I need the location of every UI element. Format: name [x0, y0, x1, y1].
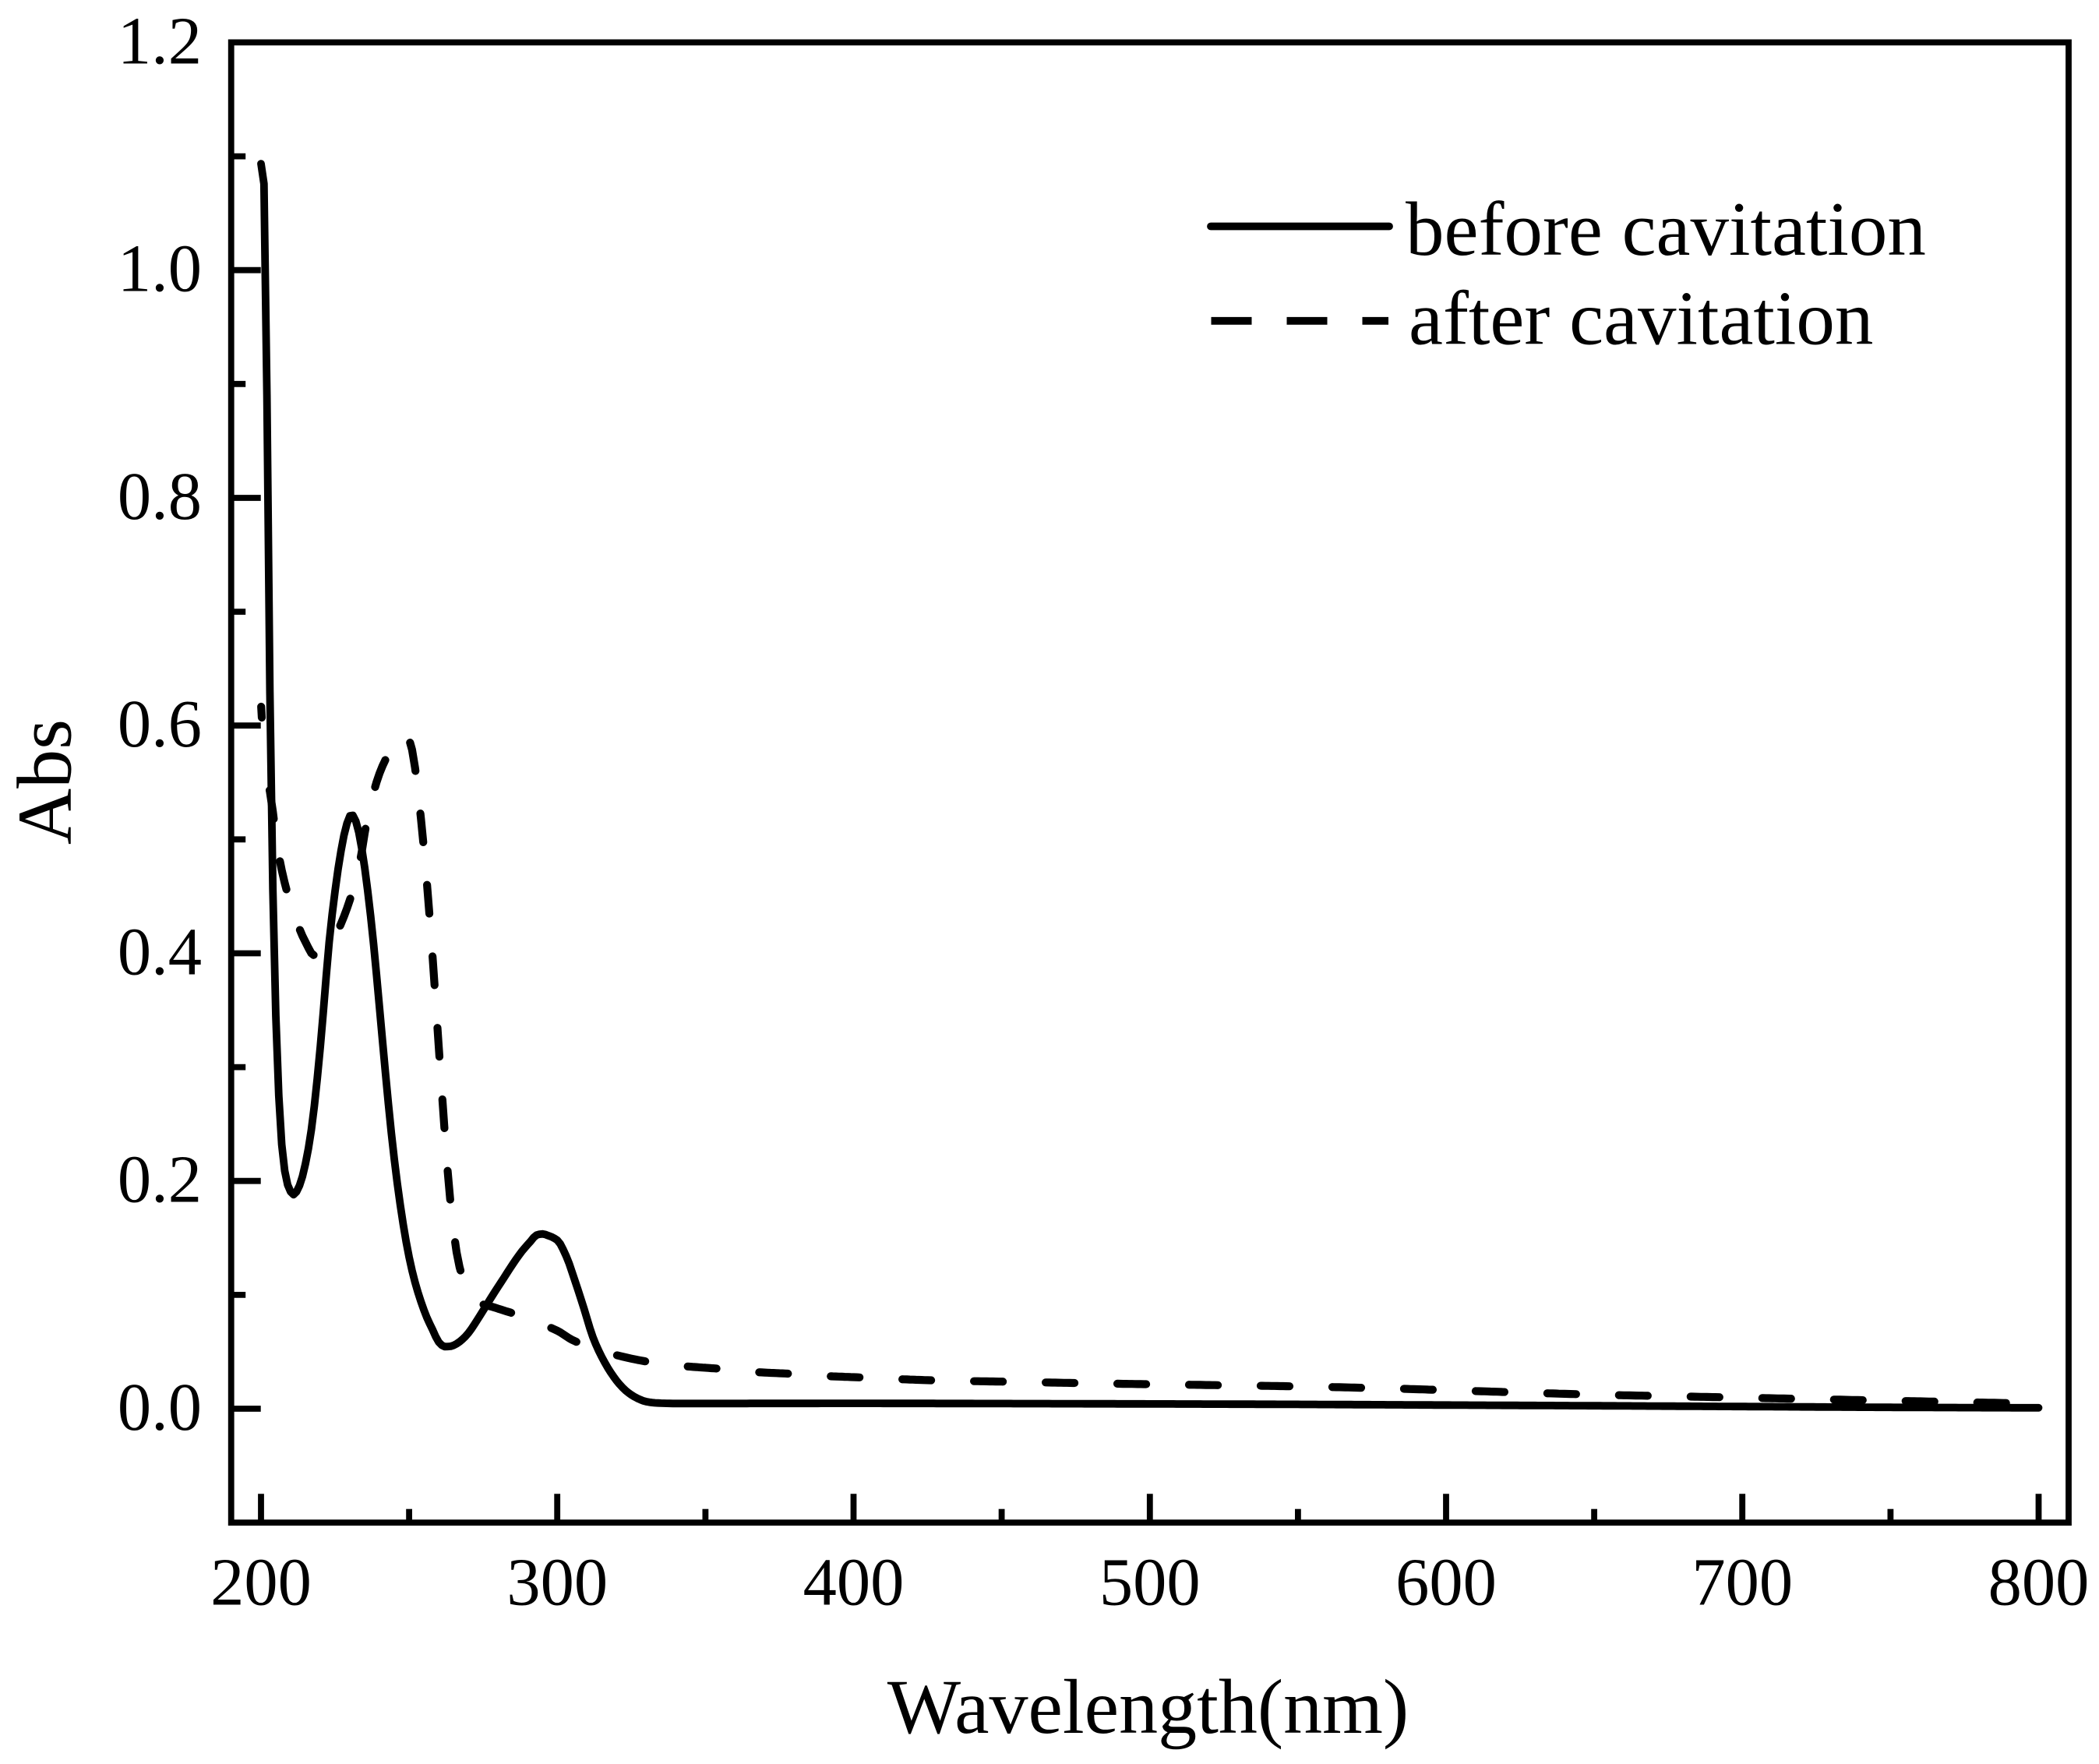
svg-text:600: 600 [1395, 1545, 1497, 1620]
svg-text:700: 700 [1692, 1545, 1793, 1620]
svg-text:800: 800 [1988, 1545, 2090, 1620]
svg-text:300: 300 [506, 1545, 608, 1620]
svg-text:400: 400 [803, 1545, 905, 1620]
svg-text:0.8: 0.8 [118, 459, 202, 534]
svg-text:Wavelength(nm): Wavelength(nm) [887, 1663, 1409, 1750]
svg-text:1.0: 1.0 [118, 231, 202, 306]
svg-text:500: 500 [1099, 1545, 1201, 1620]
svg-text:before cavitation: before cavitation [1406, 187, 1926, 272]
svg-text:0.0: 0.0 [118, 1370, 202, 1445]
svg-text:0.6: 0.6 [118, 686, 202, 761]
svg-text:1.2: 1.2 [118, 3, 202, 78]
svg-text:0.2: 0.2 [118, 1142, 202, 1217]
svg-text:Abs: Abs [2, 719, 88, 845]
svg-text:200: 200 [210, 1545, 312, 1620]
svg-text:after cavitation: after cavitation [1409, 276, 1873, 361]
svg-text:0.4: 0.4 [118, 915, 202, 990]
